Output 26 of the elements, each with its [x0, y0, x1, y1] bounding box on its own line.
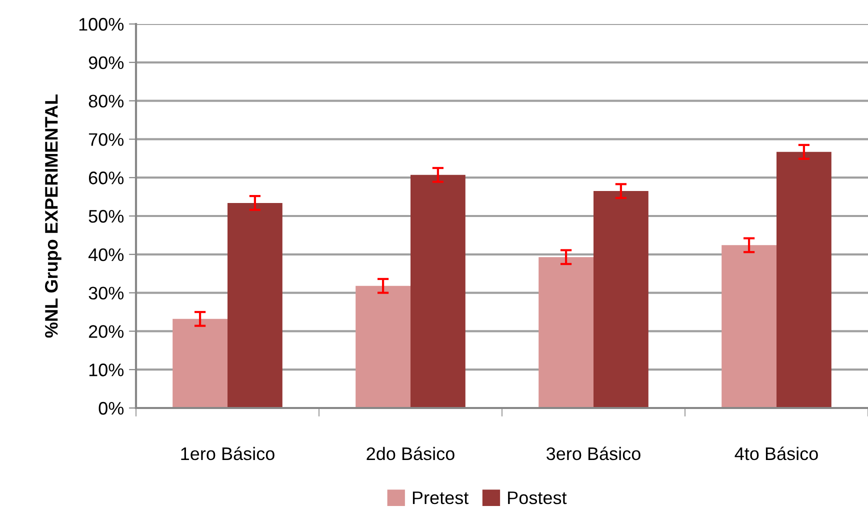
y-tick-label: 0%: [98, 402, 124, 415]
bar: [594, 191, 648, 408]
bar: [410, 174, 466, 408]
x-tick-label: 1ero Básico: [181, 446, 274, 460]
y-tick-label: 10%: [89, 364, 124, 376]
y-tick-label: 100%: [79, 18, 124, 31]
legend-label: Pretest: [412, 492, 469, 504]
bar: [538, 257, 594, 408]
legend-label: Postest: [508, 492, 567, 504]
y-tick-label: 50%: [88, 210, 124, 223]
y-tick-label: 80%: [88, 94, 124, 108]
bar: [776, 152, 832, 408]
y-tick-label: 20%: [88, 325, 124, 338]
x-tick-label: 4to Básico: [734, 446, 818, 460]
y-axis-title: %NL Grupo EXPERIMENTAL: [44, 94, 62, 338]
bar: [172, 318, 228, 408]
y-tick-label: 40%: [88, 248, 124, 262]
x-tick-label: 2do Básico: [366, 446, 454, 460]
y-tick-label: 90%: [88, 56, 124, 70]
y-tick-label: 60%: [88, 172, 124, 184]
y-tick-label: 70%: [88, 133, 124, 146]
bar: [356, 286, 410, 408]
x-tick-label: 3ero Básico: [546, 446, 640, 460]
bar: [722, 245, 776, 408]
bar: [228, 202, 282, 408]
y-tick-label: 30%: [88, 286, 124, 300]
